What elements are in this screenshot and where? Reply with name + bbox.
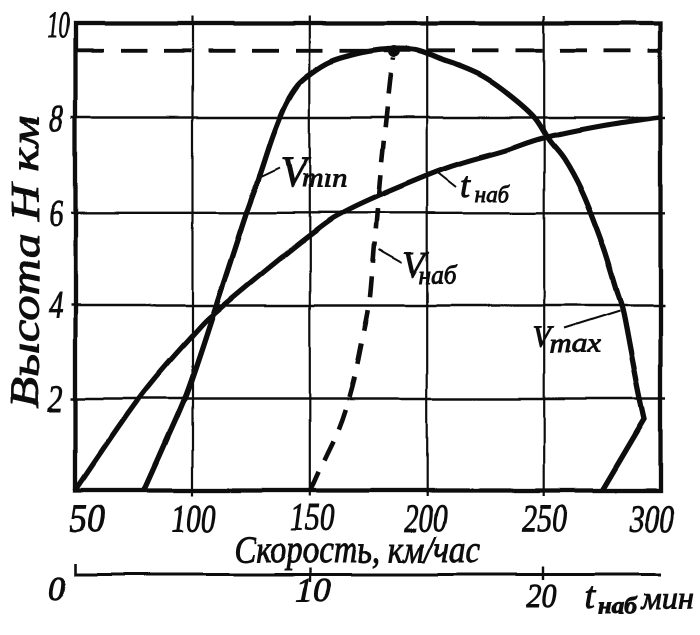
svg-text:10: 10 [295, 572, 331, 609]
svg-text:200: 200 [404, 497, 447, 540]
svg-text:250: 250 [522, 497, 567, 540]
svg-text:наб: наб [599, 594, 639, 619]
svg-text:Скорость, км/час: Скорость, км/час [234, 529, 480, 571]
svg-text:300: 300 [629, 498, 675, 541]
svg-text:2: 2 [48, 378, 63, 420]
svg-text:max: max [550, 330, 602, 359]
svg-text:mın: mın [302, 163, 348, 193]
svg-text:наб: наб [475, 182, 511, 208]
svg-text:Высота Н км: Высота Н км [3, 115, 48, 408]
svg-text:6: 6 [49, 193, 63, 235]
svg-text:мин: мин [640, 580, 694, 616]
svg-text:10: 10 [48, 5, 70, 47]
svg-text:0: 0 [49, 571, 66, 608]
svg-text:50: 50 [70, 497, 106, 540]
svg-text:100: 100 [172, 497, 216, 540]
svg-text:8: 8 [50, 98, 64, 140]
svg-text:t: t [585, 576, 597, 617]
svg-text:V: V [403, 245, 430, 286]
svg-text:4: 4 [49, 285, 63, 327]
svg-text:наб: наб [419, 261, 458, 290]
svg-text:150: 150 [291, 496, 335, 539]
svg-text:V: V [533, 321, 555, 354]
svg-text:20: 20 [527, 578, 557, 615]
svg-text:V: V [281, 150, 312, 197]
svg-text:t: t [460, 165, 471, 205]
